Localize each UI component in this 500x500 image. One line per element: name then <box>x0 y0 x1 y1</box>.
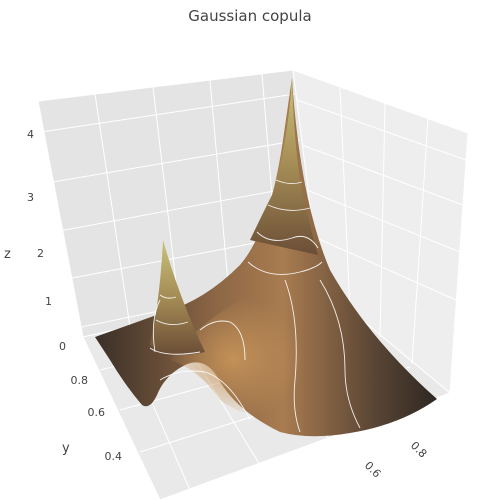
z-tick-0: 0 <box>59 340 66 353</box>
y-tick-0.6: 0.6 <box>88 406 106 419</box>
z-axis: 4 3 2 1 0 z <box>4 128 66 353</box>
peak-far <box>250 78 318 255</box>
z-tick-2: 2 <box>37 247 44 260</box>
z-tick-3: 3 <box>27 191 34 204</box>
surface-glow <box>170 290 310 415</box>
peak-near <box>150 240 205 355</box>
y-tick-0.4: 0.4 <box>105 450 123 463</box>
y-axis-label: y <box>62 441 70 456</box>
chart-title: Gaussian copula <box>188 7 311 25</box>
surface <box>95 78 437 437</box>
x-tick-0.6: 0.6 <box>362 459 384 481</box>
z-tick-4: 4 <box>27 128 34 141</box>
z-axis-label: z <box>4 247 11 262</box>
x-tick-0.8: 0.8 <box>408 439 430 461</box>
contour-lines <box>149 179 361 433</box>
z-tick-1: 1 <box>45 295 52 308</box>
x-axis: 0.8 0.6 <box>362 439 430 481</box>
y-axis: 0.8 0.6 0.4 y <box>62 374 122 463</box>
y-tick-0.8: 0.8 <box>71 374 89 387</box>
